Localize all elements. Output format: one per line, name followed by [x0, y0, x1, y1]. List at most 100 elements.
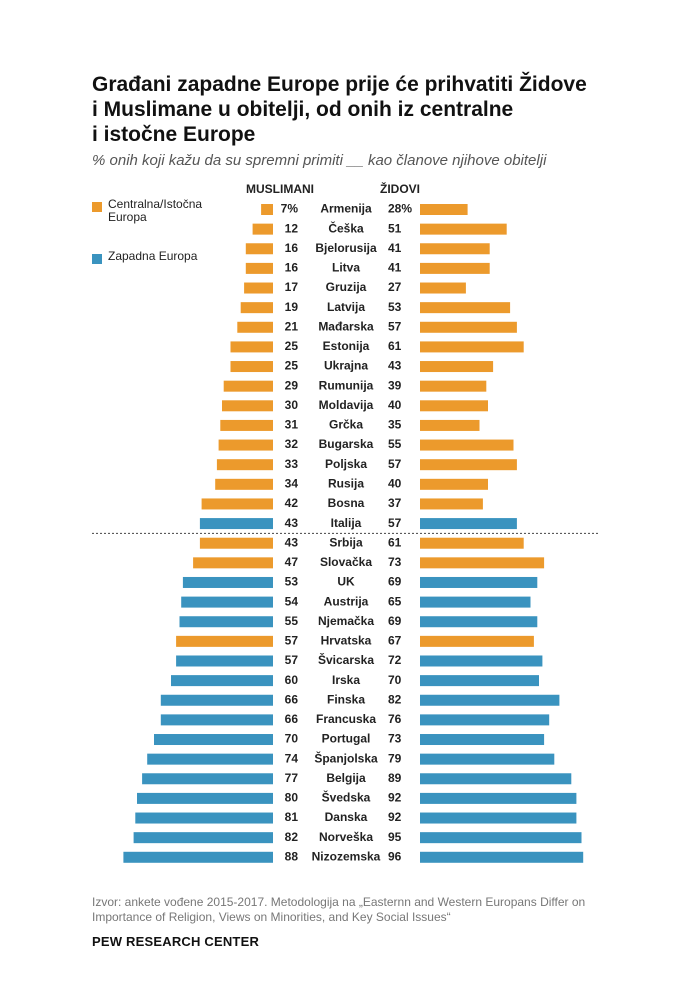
country-label-gruzija: Gruzija [326, 280, 367, 294]
bar-zidovi-španjolska [420, 753, 555, 765]
value-zidovi-francuska: 76 [388, 712, 402, 726]
value-zidovi-portugal: 73 [388, 732, 402, 746]
bar-muslimani-uk [182, 576, 273, 588]
value-muslimani-srbija: 43 [285, 535, 299, 549]
country-label-uk: UK [337, 575, 355, 589]
country-label-švedska: Švedska [322, 790, 371, 805]
header-zidovi: ŽIDOVI [380, 181, 420, 196]
legend-label-western: Zapadna Europa [108, 249, 198, 263]
bar-muslimani-nizozemska [123, 851, 274, 863]
legend-label-central: Centralna/Istočna Europa [108, 197, 203, 224]
bar-zidovi-rusija [420, 478, 488, 490]
country-label-italija: Italija [331, 516, 362, 530]
bar-muslimani-norveška [133, 832, 273, 844]
bar-muslimani-portugal [154, 734, 273, 746]
country-label-estonija: Estonija [323, 339, 370, 353]
value-muslimani-latvija: 19 [285, 300, 299, 314]
value-muslimani-belgija: 77 [285, 771, 299, 785]
value-muslimani-švedska: 80 [285, 791, 299, 805]
bar-muslimani-danska [135, 812, 273, 824]
bar-muslimani-latvija [240, 302, 273, 314]
value-muslimani-portugal: 70 [285, 732, 299, 746]
bar-muslimani-slovačka [193, 557, 273, 569]
value-muslimani-estonija: 25 [285, 339, 299, 353]
country-label-portugal: Portugal [322, 732, 371, 746]
bar-muslimani-hrvatska [176, 635, 273, 647]
bar-zidovi-bosna [420, 498, 483, 510]
legend-swatch-central [92, 202, 102, 212]
bar-muslimani-švedska [137, 792, 273, 804]
country-label-češka: Češka [328, 220, 364, 235]
country-label-slovačka: Slovačka [320, 555, 372, 569]
bar-zidovi-portugal [420, 734, 545, 746]
bar-zidovi-hrvatska [420, 635, 534, 647]
bar-zidovi-bugarska [420, 439, 514, 451]
bar-muslimani-italija [199, 518, 273, 530]
bar-zidovi-litva [420, 262, 490, 274]
country-label-litva: Litva [332, 261, 360, 275]
value-muslimani-rumunija: 29 [285, 378, 299, 392]
bar-zidovi-mađarska [420, 321, 517, 333]
value-muslimani-rusija: 34 [285, 476, 299, 490]
bar-zidovi-švicarska [420, 655, 543, 667]
value-zidovi-bosna: 37 [388, 496, 402, 510]
bar-muslimani-estonija [230, 341, 273, 353]
bar-muslimani-bosna [201, 498, 273, 510]
country-label-rusija: Rusija [328, 476, 364, 490]
country-label-moldavija: Moldavija [319, 398, 374, 412]
value-muslimani-ukrajna: 25 [285, 359, 299, 373]
value-muslimani-gruzija: 17 [285, 280, 299, 294]
bar-zidovi-italija [420, 518, 517, 530]
value-zidovi-latvija: 53 [388, 300, 402, 314]
bar-zidovi-latvija [420, 302, 511, 314]
bar-zidovi-poljska [420, 459, 517, 471]
chart-title: Građani zapadne Europe prije će prihvati… [92, 73, 587, 146]
value-zidovi-mađarska: 57 [388, 319, 402, 333]
value-muslimani-italija: 43 [285, 516, 299, 530]
bar-zidovi-estonija [420, 341, 524, 353]
country-label-srbija: Srbija [329, 535, 363, 549]
country-label-nizozemska: Nizozemska [312, 849, 381, 863]
country-label-danska: Danska [325, 810, 368, 824]
value-muslimani-austrija: 54 [285, 594, 299, 608]
bar-zidovi-njemačka [420, 616, 538, 628]
value-muslimani-njemačka: 55 [285, 614, 299, 628]
value-zidovi-rusija: 40 [388, 476, 402, 490]
bar-zidovi-moldavija [420, 400, 488, 412]
bar-muslimani-ukrajna [230, 361, 273, 373]
country-label-bjelorusija: Bjelorusija [315, 241, 377, 255]
country-label-poljska: Poljska [325, 457, 367, 471]
country-label-mađarska: Mađarska [318, 319, 374, 333]
bar-zidovi-norveška [420, 832, 582, 844]
value-muslimani-bosna: 42 [285, 496, 299, 510]
value-muslimani-nizozemska: 88 [285, 849, 299, 863]
value-zidovi-gruzija: 27 [388, 280, 402, 294]
bar-zidovi-francuska [420, 714, 550, 726]
value-zidovi-bugarska: 55 [388, 437, 402, 451]
value-muslimani-mađarska: 21 [285, 319, 299, 333]
value-muslimani-armenija: 7% [281, 202, 299, 216]
value-zidovi-slovačka: 73 [388, 555, 402, 569]
bar-muslimani-bjelorusija [245, 243, 273, 255]
bar-zidovi-irska [420, 675, 539, 687]
country-label-švicarska: Švicarska [318, 652, 374, 667]
bar-zidovi-uk [420, 576, 538, 588]
value-zidovi-finska: 82 [388, 692, 402, 706]
value-muslimani-poljska: 33 [285, 457, 299, 471]
bar-muslimani-mađarska [237, 321, 273, 333]
value-zidovi-švicarska: 72 [388, 653, 402, 667]
bar-muslimani-irska [171, 675, 273, 687]
country-label-hrvatska: Hrvatska [321, 634, 372, 648]
value-zidovi-češka: 51 [388, 221, 402, 235]
value-zidovi-španjolska: 79 [388, 751, 402, 765]
country-label-bugarska: Bugarska [319, 437, 374, 451]
value-zidovi-nizozemska: 96 [388, 849, 402, 863]
bar-muslimani-rumunija [223, 380, 273, 392]
bar-muslimani-poljska [216, 459, 273, 471]
bar-zidovi-srbija [420, 537, 524, 549]
bar-zidovi-rumunija [420, 380, 487, 392]
bar-muslimani-češka [252, 223, 273, 235]
chart-subtitle: % onih koji kažu da su spremni primiti _… [92, 152, 547, 169]
bar-zidovi-nizozemska [420, 851, 584, 863]
